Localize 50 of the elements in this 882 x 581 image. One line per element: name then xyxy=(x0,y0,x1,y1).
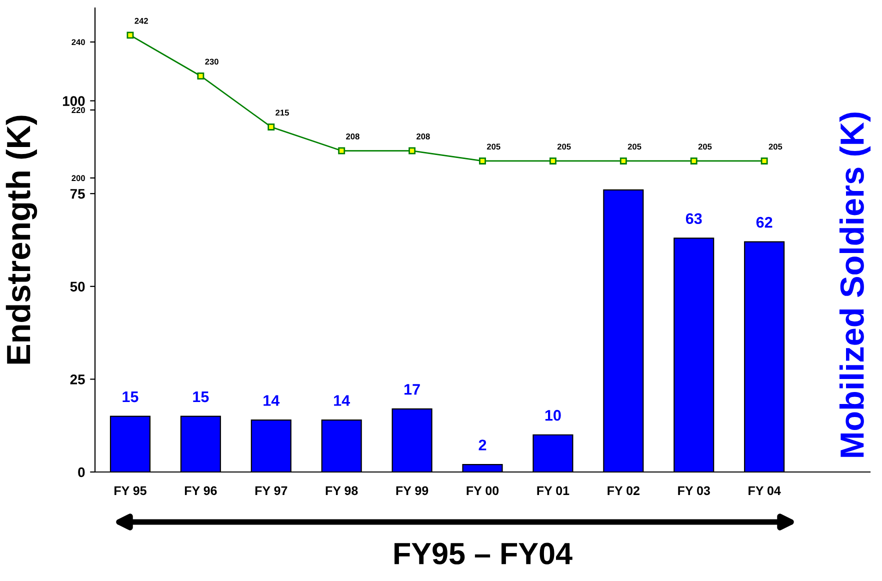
data-label: 14 xyxy=(264,395,280,406)
data-label: 15 xyxy=(122,392,138,402)
point xyxy=(338,147,346,154)
data-label: 205 xyxy=(628,144,642,150)
y2-tick-label: 200 xyxy=(72,175,85,182)
data-label: 242 xyxy=(134,18,148,24)
data-label: 14 xyxy=(334,395,350,406)
x-tick-label: FY 97 xyxy=(255,486,288,496)
data-label: 17 xyxy=(404,384,420,395)
y-tick-label: 75 xyxy=(70,189,85,199)
x-tick-label: FY 01 xyxy=(537,486,570,496)
point xyxy=(197,72,204,80)
point xyxy=(549,157,556,164)
y2-axis-title: Mobilized Soldiers (K) xyxy=(839,112,871,457)
y2-tick-label: 220 xyxy=(72,107,85,114)
data-label: 10 xyxy=(545,410,561,421)
data-label: 205 xyxy=(768,144,782,150)
point xyxy=(620,157,627,164)
data-label: 15 xyxy=(193,392,209,402)
x-tick-label: FY 03 xyxy=(678,486,710,496)
x-tick-label: FY 96 xyxy=(184,486,217,496)
data-label: 208 xyxy=(416,134,430,140)
data-label: 215 xyxy=(276,110,289,116)
x-tick-label: FY 02 xyxy=(608,486,640,496)
data-label: 205 xyxy=(557,144,571,150)
y-tick-label: 50 xyxy=(70,282,85,292)
x-axis-title: FY95 – FY04 xyxy=(394,542,572,564)
y-tick-label: 100 xyxy=(62,96,85,106)
x-tick-label: FY 04 xyxy=(748,486,781,496)
point xyxy=(690,157,698,164)
data-label: 205 xyxy=(698,144,712,150)
data-label: 63 xyxy=(686,213,702,224)
y2-tick-label: 240 xyxy=(72,39,85,46)
x-tick-label: FY 99 xyxy=(396,486,428,496)
data-label: 205 xyxy=(486,144,500,150)
x-tick-label: FY 98 xyxy=(326,486,358,496)
data-label: 62 xyxy=(756,216,772,228)
x-tick-label: FY 00 xyxy=(466,486,499,496)
point xyxy=(126,32,134,39)
data-label: 208 xyxy=(346,134,360,140)
data-label: 2 xyxy=(478,440,486,450)
y-axis-title: Endstrength (K) xyxy=(6,116,38,364)
point xyxy=(408,147,416,154)
y-tick-label: 0 xyxy=(78,467,85,478)
point xyxy=(268,124,275,130)
y-tick-label: 25 xyxy=(70,374,85,384)
x-tick-label: FY 95 xyxy=(114,486,146,496)
point xyxy=(760,157,768,164)
data-label: 230 xyxy=(205,58,218,65)
point xyxy=(479,157,486,164)
